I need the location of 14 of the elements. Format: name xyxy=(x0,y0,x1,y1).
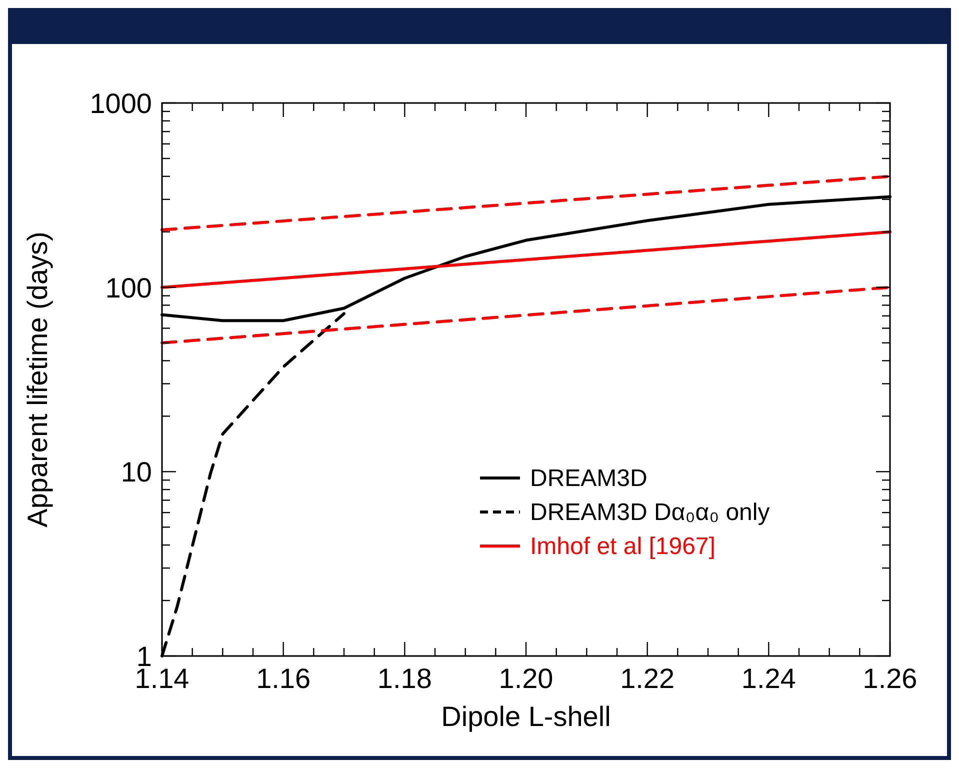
y-tick-label: 10 xyxy=(120,456,152,488)
x-tick-label: 1.22 xyxy=(620,663,675,694)
y-tick-label: 1000 xyxy=(90,88,152,119)
y-axis-title: Apparent lifetime (days) xyxy=(22,232,53,528)
legend-label: DREAM3D Dα₀α₀ only xyxy=(530,499,770,526)
x-tick-label: 1.16 xyxy=(256,663,311,694)
y-tick-label: 100 xyxy=(105,272,152,304)
legend-label: DREAM3D xyxy=(530,465,648,492)
legend-label: Imhof et al [1967] xyxy=(530,533,716,560)
x-axis-title: Dipole L-shell xyxy=(441,701,611,732)
x-tick-label: 1.24 xyxy=(741,663,796,694)
x-tick-label: 1.20 xyxy=(498,663,554,694)
x-tick-label: 1.18 xyxy=(377,663,432,694)
x-tick-label: 1.26 xyxy=(862,663,918,694)
